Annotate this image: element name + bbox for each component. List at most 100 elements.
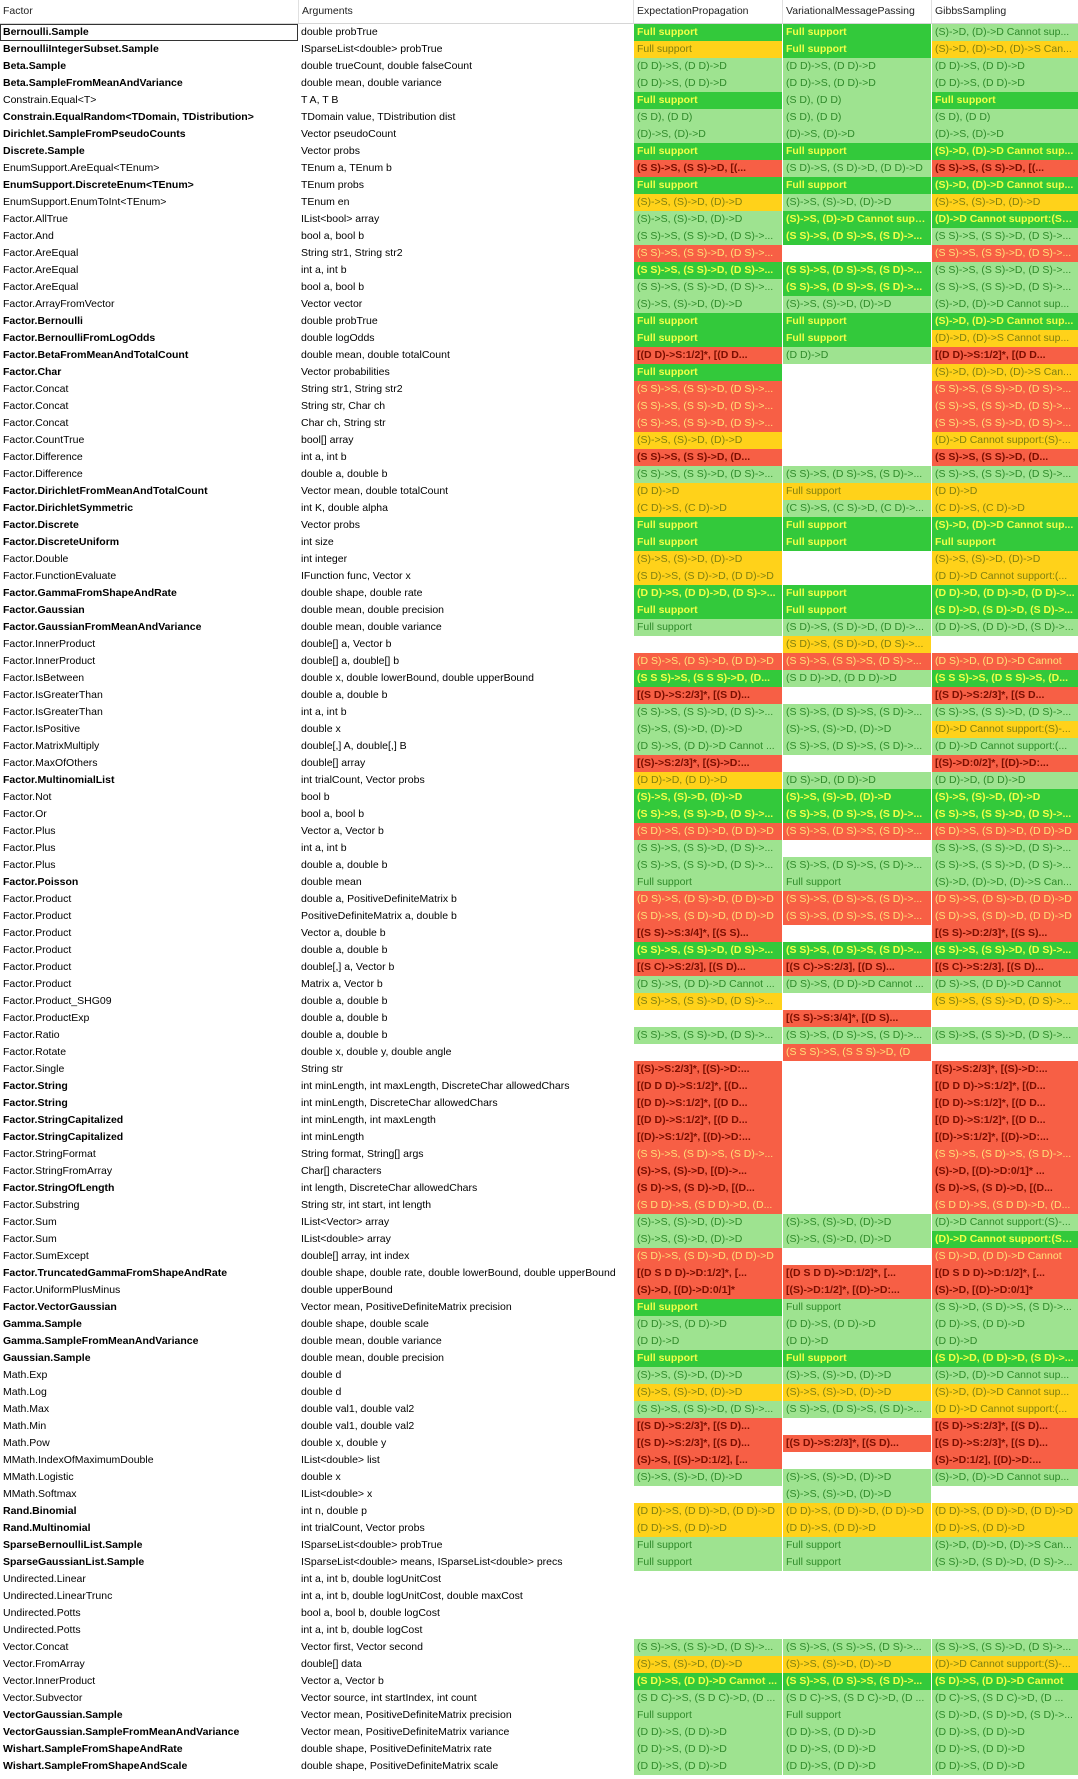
- ep-cell[interactable]: (S)->S, (S)->D, [(D)->...: [633, 1163, 782, 1180]
- arguments-cell[interactable]: double a, double b: [301, 1012, 388, 1024]
- gibbs-cell[interactable]: (D)->D Cannot support:(S)-...: [931, 211, 1078, 228]
- vmp-cell[interactable]: (S)->S, (S)->D, (D)->D: [782, 1656, 931, 1673]
- vmp-cell[interactable]: [782, 925, 931, 942]
- factor-cell[interactable]: Factor.VectorGaussian: [0, 1299, 298, 1316]
- gibbs-cell[interactable]: (D)->D Cannot support:(S)-...: [931, 1656, 1078, 1673]
- vmp-cell[interactable]: (S S)->S, (D S)->S, (S D)->...: [782, 891, 931, 908]
- table-row[interactable]: Dirichlet.SampleFromPseudoCounts Vector p…: [0, 126, 1078, 143]
- factor-cell[interactable]: Factor.StringCapitalized: [0, 1129, 298, 1146]
- vmp-cell[interactable]: [782, 1197, 931, 1214]
- table-row[interactable]: Factor.CountTrue bool[] array (S)->S, (S)-…: [0, 432, 1078, 449]
- ep-cell[interactable]: (S S)->S, (S S)->D, (D...: [633, 449, 782, 466]
- factor-cell[interactable]: Factor.DirichletFromMeanAndTotalCount: [0, 483, 298, 500]
- vmp-cell[interactable]: (S S)->S, (D S)->S, (S D)->...: [782, 806, 931, 823]
- factor-cell[interactable]: Factor.SumExcept: [0, 1248, 298, 1265]
- arguments-cell[interactable]: IFunction func, Vector x: [301, 570, 411, 582]
- table-row[interactable]: Factor.IsBetween double x, double lowerBo…: [0, 670, 1078, 687]
- ep-cell[interactable]: Full support: [633, 619, 782, 636]
- table-row[interactable]: Wishart.SampleFromShapeAndScale double sh…: [0, 1758, 1078, 1775]
- vmp-cell[interactable]: [782, 381, 931, 398]
- table-row[interactable]: Beta.SampleFromMeanAndVariance double mea…: [0, 75, 1078, 92]
- gibbs-cell[interactable]: (D D)->S, (D D)->D: [931, 1758, 1078, 1775]
- gibbs-cell[interactable]: [(S S)->D:2/3]*, [(S S)...: [931, 925, 1078, 942]
- vmp-cell[interactable]: (S)->S, (S)->D, (D)->D: [782, 1384, 931, 1401]
- arguments-cell[interactable]: double mean, double totalCount: [301, 349, 450, 361]
- gibbs-cell[interactable]: (S S)->S, (S S)->D, (D S)->...: [931, 1027, 1078, 1044]
- arguments-cell[interactable]: double x: [301, 1471, 341, 1483]
- gibbs-cell[interactable]: [(D D D)->S:1/2]*, [(D...: [931, 1078, 1078, 1095]
- ep-cell[interactable]: Full support: [633, 24, 782, 41]
- vmp-cell[interactable]: [782, 1418, 931, 1435]
- arguments-cell[interactable]: IList<bool> array: [301, 213, 380, 225]
- table-row[interactable]: MMath.Logistic double x (S)->S, (S)->D, (D…: [0, 1469, 1078, 1486]
- arguments-cell[interactable]: double trueCount, double falseCount: [301, 60, 473, 72]
- table-row[interactable]: Factor.Product_SHG09 double a, double b (S…: [0, 993, 1078, 1010]
- table-row[interactable]: Factor.MaxOfOthers double[] array [(S)->S:…: [0, 755, 1078, 772]
- ep-cell[interactable]: (S S)->S, (S S)->D, (D S)->...: [633, 1027, 782, 1044]
- factor-cell[interactable]: Factor.Double: [0, 551, 298, 568]
- factor-cell[interactable]: Factor.Product: [0, 942, 298, 959]
- arguments-cell[interactable]: Vector probs: [301, 145, 360, 157]
- vmp-cell[interactable]: [782, 1095, 931, 1112]
- vmp-cell[interactable]: (S)->S, (S)->D, (D)->D: [782, 194, 931, 211]
- vmp-cell[interactable]: [(S C)->S:2/3], [(D S)...: [782, 959, 931, 976]
- column-header-gibbs[interactable]: GibbsSampling: [931, 0, 1078, 23]
- gibbs-cell[interactable]: (S S)->S, (S S)->D, (D S)->...: [931, 1639, 1078, 1656]
- gibbs-cell[interactable]: (D D)->D Cannot support:(...: [931, 738, 1078, 755]
- arguments-cell[interactable]: double x: [301, 723, 341, 735]
- vmp-cell[interactable]: [782, 1571, 931, 1588]
- factor-cell[interactable]: Wishart.SampleFromShapeAndScale: [0, 1758, 298, 1775]
- vmp-cell[interactable]: (S D C)->S, (S D C)->D, (D ...: [782, 1690, 931, 1707]
- table-row[interactable]: Factor.Plus int a, int b (S S)->S, (S S)->…: [0, 840, 1078, 857]
- factor-cell[interactable]: Factor.Or: [0, 806, 298, 823]
- arguments-cell[interactable]: int a, int b, double logUnitCost, double…: [301, 1590, 523, 1602]
- gibbs-cell[interactable]: Full support: [931, 534, 1078, 551]
- table-row[interactable]: Factor.Concat String str1, String str2 (S …: [0, 381, 1078, 398]
- vmp-cell[interactable]: (S)->S, (S)->D, (D)->D: [782, 721, 931, 738]
- column-header-arguments[interactable]: Arguments: [298, 0, 633, 23]
- factor-cell[interactable]: Factor.Char: [0, 364, 298, 381]
- ep-cell[interactable]: (S S)->S, (S S)->D, (D S)->...: [633, 381, 782, 398]
- vmp-cell[interactable]: [782, 1112, 931, 1129]
- table-row[interactable]: Math.Min double val1, double val2 [(S D)->…: [0, 1418, 1078, 1435]
- factor-cell[interactable]: Factor.IsGreaterThan: [0, 687, 298, 704]
- arguments-cell[interactable]: double logOdds: [301, 332, 375, 344]
- gibbs-cell[interactable]: (D D)->S, (D D)->D: [931, 75, 1078, 92]
- factor-cell[interactable]: MMath.Logistic: [0, 1469, 298, 1486]
- vmp-cell[interactable]: (S S)->S, (D S)->S, (S D)->...: [782, 1673, 931, 1690]
- factor-cell[interactable]: Factor.AllTrue: [0, 211, 298, 228]
- factor-cell[interactable]: VectorGaussian.SampleFromMeanAndVariance: [0, 1724, 298, 1741]
- arguments-cell[interactable]: Vector a, double b: [301, 927, 386, 939]
- vmp-cell[interactable]: [782, 1452, 931, 1469]
- gibbs-cell[interactable]: (S)->D, (D)->D Cannot sup...: [931, 143, 1078, 160]
- factor-cell[interactable]: Factor.Product: [0, 976, 298, 993]
- factor-cell[interactable]: Factor.AreEqual: [0, 279, 298, 296]
- factor-cell[interactable]: Factor.String: [0, 1078, 298, 1095]
- vmp-cell[interactable]: (S S)->S, (D S)->S, (S D)->...: [782, 228, 931, 245]
- ep-cell[interactable]: Full support: [633, 313, 782, 330]
- vmp-cell[interactable]: [782, 432, 931, 449]
- factor-cell[interactable]: Factor.IsGreaterThan: [0, 704, 298, 721]
- table-row[interactable]: Gaussian.Sample double mean, double preci…: [0, 1350, 1078, 1367]
- gibbs-cell[interactable]: (S)->D, (D)->D, (D)->S Can...: [931, 41, 1078, 58]
- ep-cell[interactable]: (D)->S, (D)->D: [633, 126, 782, 143]
- ep-cell[interactable]: [(S D)->S:2/3]*, [(S D)...: [633, 1435, 782, 1452]
- arguments-cell[interactable]: double shape, PositiveDefiniteMatrix rat…: [301, 1743, 492, 1755]
- ep-cell[interactable]: (D D)->S, (D D)->D: [633, 1520, 782, 1537]
- gibbs-cell[interactable]: [931, 1571, 1078, 1588]
- factor-cell[interactable]: Factor.DirichletSymmetric: [0, 500, 298, 517]
- table-row[interactable]: Factor.FunctionEvaluate IFunction func, V…: [0, 568, 1078, 585]
- factor-cell[interactable]: Factor.Product: [0, 908, 298, 925]
- factor-cell[interactable]: Discrete.Sample: [0, 143, 298, 160]
- ep-cell[interactable]: Full support: [633, 364, 782, 381]
- gibbs-cell[interactable]: (S S)->S, (S S)->D, [(...: [931, 160, 1078, 177]
- ep-cell[interactable]: [(S C)->S:2/3], [(S D)...: [633, 959, 782, 976]
- gibbs-cell[interactable]: [(D)->S:1/2]*, [(D)->D:...: [931, 1129, 1078, 1146]
- gibbs-cell[interactable]: (D D)->D, (D D)->D: [931, 772, 1078, 789]
- table-row[interactable]: Factor.StringFormat String format, String…: [0, 1146, 1078, 1163]
- ep-cell[interactable]: (S)->S, (S)->D, (D)->D: [633, 1384, 782, 1401]
- vmp-cell[interactable]: Full support: [782, 534, 931, 551]
- vmp-cell[interactable]: [782, 687, 931, 704]
- table-row[interactable]: Constrain.EqualRandom<TDomain, TDistribu…: [0, 109, 1078, 126]
- table-row[interactable]: Factor.AreEqual int a, int b (S S)->S, (S …: [0, 262, 1078, 279]
